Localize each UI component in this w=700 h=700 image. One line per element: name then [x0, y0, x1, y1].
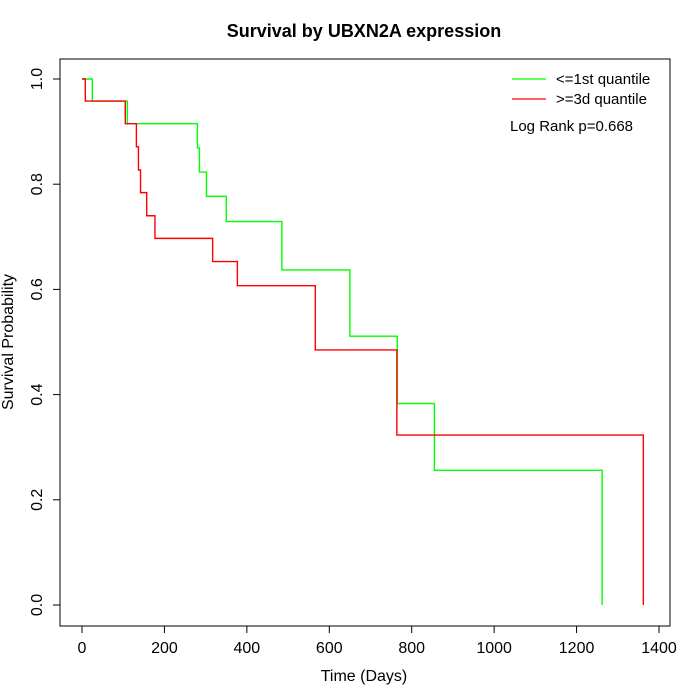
y-tick-label: 0.2	[29, 489, 46, 511]
legend-label-low: <=1st quantile	[556, 71, 650, 88]
series-line-high-quantile	[82, 78, 645, 605]
x-tick-label: 600	[316, 640, 343, 657]
x-tick-label: 0	[78, 640, 87, 657]
y-tick-label: 0.8	[29, 173, 46, 195]
x-tick-label: 400	[234, 640, 261, 657]
y-tick-label: 1.0	[29, 68, 46, 90]
x-tick-label: 800	[398, 640, 425, 657]
y-tick-label: 0.0	[29, 594, 46, 616]
x-axis-label: Time (Days)	[321, 668, 408, 685]
legend: <=1st quantile >=3d quantile	[512, 71, 650, 108]
y-axis: 0.0 0.2 0.4 0.6 0.8 1.0	[29, 68, 61, 616]
x-tick-label: 1400	[641, 640, 677, 657]
chart-title: Survival by UBXN2A expression	[227, 21, 501, 41]
legend-label-high: >=3d quantile	[556, 91, 647, 108]
y-tick-label: 0.6	[29, 278, 46, 300]
series-line-low-quantile	[82, 78, 603, 605]
y-tick-label: 0.4	[29, 383, 46, 405]
y-axis-label: Survival Probability	[0, 274, 17, 410]
x-tick-label: 1000	[476, 640, 512, 657]
x-tick-label: 200	[151, 640, 178, 657]
plot-frame	[59, 58, 671, 627]
x-axis: 0 200 400 600 800 1000 1200 1400	[78, 625, 677, 657]
log-rank-annotation: Log Rank p=0.668	[510, 118, 633, 135]
x-tick-label: 1200	[559, 640, 595, 657]
series-layer	[82, 78, 645, 605]
